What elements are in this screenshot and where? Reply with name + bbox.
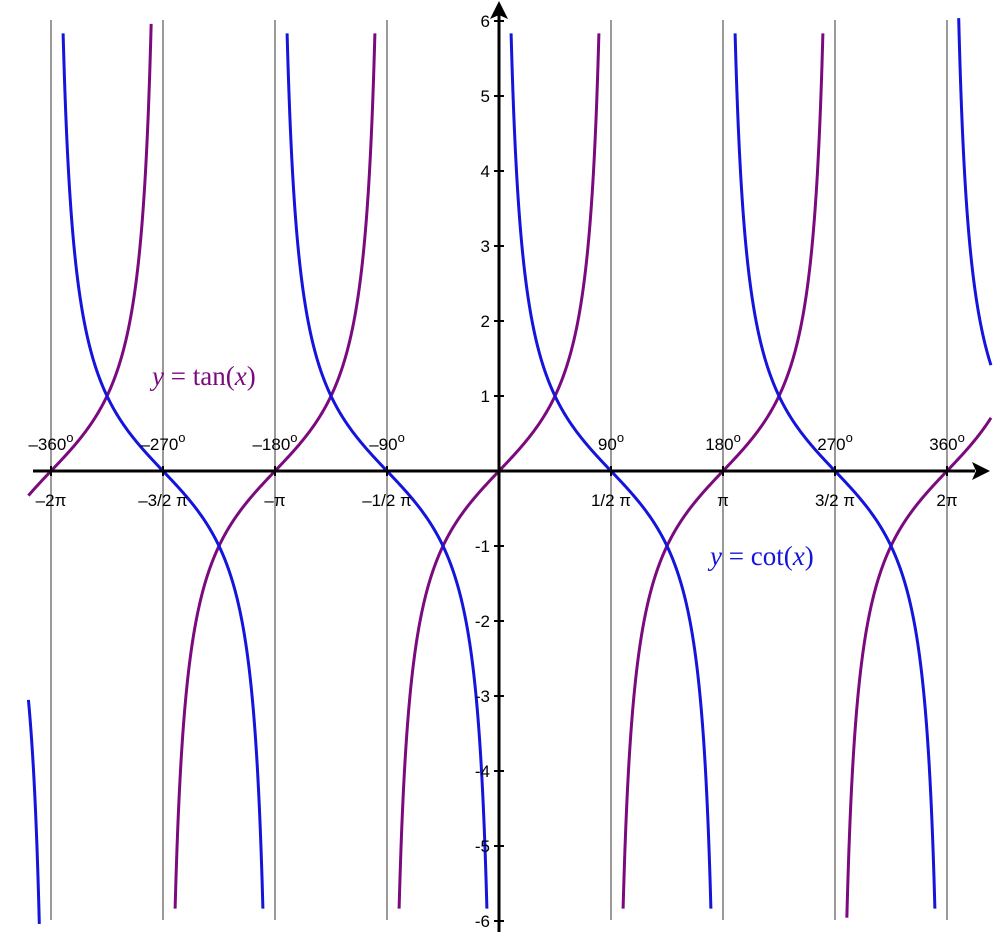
- cot-label: y = cot(x): [707, 541, 814, 571]
- y-tick-label-9: 4: [481, 162, 490, 181]
- tan-branch-4: [845, 417, 993, 918]
- degree-label-7: 360o: [929, 430, 965, 454]
- x-axis-arrow: [972, 462, 990, 480]
- degree-label-1: –270o: [140, 430, 185, 454]
- tan-label-x: x: [234, 361, 247, 391]
- x-tick-label-0: –2π: [36, 491, 67, 510]
- y-tick-label-8: 3: [481, 237, 490, 256]
- x-tick-label-2: –π: [264, 491, 285, 510]
- cot-branch-0: [26, 699, 41, 924]
- x-tick-label-4: 1/2 π: [591, 491, 631, 510]
- x-tick-label-6: 3/2 π: [815, 491, 855, 510]
- cot-branch-5: [957, 18, 993, 366]
- y-tick-label-0: -6: [475, 912, 490, 931]
- y-tick-label-2: -4: [475, 762, 490, 781]
- y-tick-label-7: 2: [481, 312, 490, 331]
- degree-label-3: –90o: [369, 430, 405, 454]
- degree-label-2: –180o: [252, 430, 297, 454]
- y-tick-label-10: 5: [481, 87, 490, 106]
- tan-label: y = tan(x): [149, 361, 256, 391]
- axes: [33, 1, 990, 932]
- tan-label-eq: = tan(: [164, 361, 235, 391]
- y-tick-label-5: -1: [475, 537, 490, 556]
- cot-label-y: y: [707, 541, 722, 571]
- x-tick-label-1: –3/2 π: [138, 491, 188, 510]
- cot-label-x: x: [792, 541, 805, 571]
- x-tick-label-5: π: [717, 491, 729, 510]
- degree-label-5: 180o: [705, 430, 741, 454]
- tan-label-y: y: [149, 361, 164, 391]
- y-axis-arrow: [490, 1, 508, 19]
- y-tick-label-11: 6: [481, 12, 490, 31]
- degree-label-6: 270o: [817, 430, 853, 454]
- x-tick-label-3: –1/2 π: [362, 491, 412, 510]
- cot-label-eq: = cot(: [722, 541, 793, 571]
- ticks: [50, 20, 948, 922]
- degree-label-4: 90o: [598, 430, 624, 454]
- cot-label-close: ): [805, 541, 814, 571]
- degree-label-0: –360o: [28, 430, 73, 454]
- tick-labels: –2π –360o –3/2 π –270o –π –180o –1/2 π –90o 1/2 …: [28, 12, 964, 931]
- y-tick-label-1: -5: [475, 837, 490, 856]
- tan-branch-0: [27, 23, 153, 497]
- y-tick-label-4: -2: [475, 612, 490, 631]
- tan-label-close: ): [247, 361, 256, 391]
- y-tick-label-3: -3: [475, 687, 490, 706]
- x-tick-label-7: 2π: [936, 491, 957, 510]
- y-tick-label-6: 1: [481, 387, 490, 406]
